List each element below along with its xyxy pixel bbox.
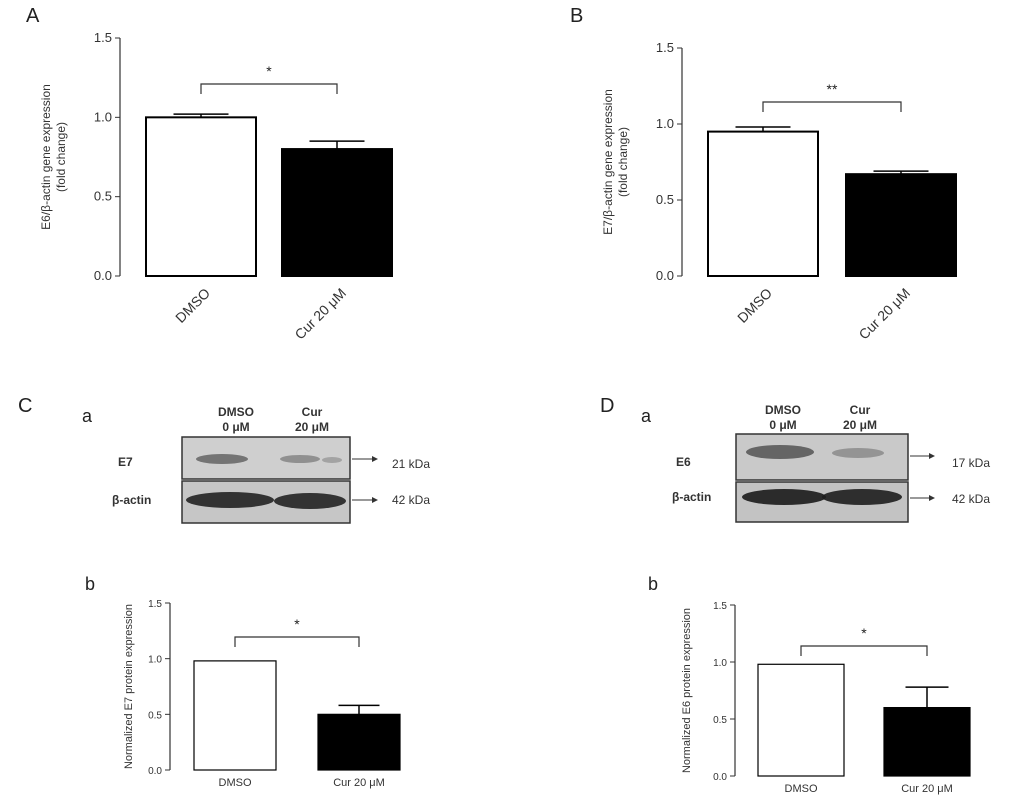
blot-d-row1-kda: 17 kDa	[952, 456, 990, 470]
blot-c-actin-band-2	[274, 493, 346, 509]
blot-c-lane1-name: DMSO	[218, 405, 254, 419]
blot-d-lane2-dose: 20 μM	[843, 418, 877, 432]
blot-c-lane2-dose: 20 μM	[295, 420, 329, 434]
y-tick-label-cb-2: 1.0	[148, 655, 162, 666]
y-tick-label-b-2: 1.0	[656, 116, 674, 131]
bar-cb-0	[193, 660, 277, 771]
significance-bracket-a	[200, 83, 338, 94]
significance-bracket-b	[762, 101, 902, 112]
y-tick-label-db-1: 0.5	[713, 715, 727, 726]
significance-label-b: **	[827, 81, 838, 97]
y-tick-label-db-2: 1.0	[713, 658, 727, 669]
category-label-cb-0: DMSO	[219, 777, 252, 789]
blot-d-e6-band-1	[746, 445, 814, 459]
y-tick-label-db-3: 1.5	[713, 601, 727, 612]
bar-a-0	[145, 116, 257, 278]
blot-c-row1-label: E7	[118, 455, 133, 469]
category-label-db-0: DMSO	[785, 783, 818, 795]
blot-d-lane1-name: DMSO	[765, 403, 801, 417]
bar-db-0	[757, 663, 845, 777]
y-tick-label-a-1: 0.5	[94, 189, 112, 204]
y-tick-label-a-3: 1.5	[94, 30, 112, 45]
subpanel-letter-ca: a	[82, 406, 93, 426]
blot-c-row1-arrowhead	[372, 456, 378, 462]
blot-d-row2-label: β-actin	[672, 490, 711, 504]
panel-letter-c: C	[18, 395, 32, 417]
blot-d-actin-band-2	[822, 489, 902, 505]
panel-letter-d: D	[600, 395, 614, 417]
y-axis-label-cb: Normalized E7 protein expression	[123, 604, 135, 769]
y-tick-label-b-3: 1.5	[656, 40, 674, 55]
subpanel-letter-cb: b	[85, 574, 95, 594]
y-tick-label-a-2: 1.0	[94, 109, 112, 124]
blot-d-e6-band-2	[832, 448, 884, 458]
western-blot-c: DMSO 0 μM Cur 20 μM E7 β-actin 21 kDa 42…	[112, 405, 430, 524]
category-label-a-0: DMSO	[172, 285, 213, 326]
y-axis-label-line-b-0: E7/β-actin gene expression	[601, 89, 615, 235]
y-tick-label-cb-3: 1.5	[148, 599, 162, 610]
y-tick-label-b-1: 0.5	[656, 192, 674, 207]
category-label-b-1: Cur 20 μM	[855, 285, 913, 343]
y-tick-label-b-0: 0.0	[656, 268, 674, 283]
chart-b: 0.0 0.5 1.0 1.5 E7/β-actin gene expression(f…	[601, 40, 957, 343]
blot-d-row2-arrowhead	[929, 495, 935, 501]
bar-b-1	[845, 173, 957, 277]
y-axis-label-a: E6/β-actin gene expression(fold change)	[39, 84, 68, 230]
blot-c-row2-label: β-actin	[112, 493, 151, 507]
blot-d-row1-label: E6	[676, 455, 691, 469]
blot-c-row1-kda: 21 kDa	[392, 457, 430, 471]
chart-a: 0.0 0.5 1.0 1.5 E6/β-actin gene expression(f…	[39, 30, 393, 343]
category-label-db-1: Cur 20 μM	[901, 783, 953, 795]
y-axis-label-line-db-0: Normalized E6 protein expression	[681, 608, 693, 773]
blot-d-row1-arrowhead	[929, 453, 935, 459]
bar-charts: 0.00.51.01.5E6/β-actin gene expression(f…	[39, 30, 971, 795]
y-tick-label-cb-1: 0.5	[148, 710, 162, 721]
y-tick-label-cb-0: 0.0	[148, 766, 162, 777]
bar-b-0	[707, 130, 819, 277]
blot-c-e7-band-3	[322, 457, 342, 463]
bar-cb-1	[317, 713, 401, 771]
blot-c-e7-band-1	[196, 454, 248, 464]
panel-letter-b: B	[570, 5, 583, 27]
blot-d-lane1-dose: 0 μM	[769, 418, 796, 432]
category-label-b-0: DMSO	[734, 285, 775, 326]
blot-d-lane2-name: Cur	[850, 403, 871, 417]
blot-c-actin-band-1	[186, 492, 274, 508]
y-axis-label-line-b-1: (fold change)	[616, 127, 630, 197]
chart-cb: 0.0 0.5 1.0 1.5 Normalized E7 protein expres…	[123, 599, 401, 789]
panel-letter-a: A	[26, 5, 40, 27]
y-axis-label-db: Normalized E6 protein expression	[681, 608, 693, 773]
significance-label-cb: *	[294, 616, 300, 632]
significance-bracket-db	[800, 645, 928, 656]
subpanel-letter-da: a	[641, 406, 652, 426]
category-label-a-1: Cur 20 μM	[291, 285, 349, 343]
significance-bracket-cb	[234, 636, 360, 647]
y-axis-label-line-a-0: E6/β-actin gene expression	[39, 84, 53, 230]
subpanel-letter-db: b	[648, 574, 658, 594]
blot-d-row2-kda: 42 kDa	[952, 492, 990, 506]
blot-c-row2-kda: 42 kDa	[392, 493, 430, 507]
blot-c-lane2-name: Cur	[302, 405, 323, 419]
western-blot-d: DMSO 0 μM Cur 20 μM E6 β-actin 17 kDa 42…	[672, 403, 990, 523]
significance-label-a: *	[266, 63, 272, 79]
bar-a-1	[281, 148, 393, 277]
blot-d-actin-band-1	[742, 489, 826, 505]
blot-c-row2-arrowhead	[372, 497, 378, 503]
chart-db: 0.0 0.5 1.0 1.5 Normalized E6 protein expres…	[681, 601, 971, 795]
blot-c-lane1-dose: 0 μM	[222, 420, 249, 434]
y-axis-label-line-cb-0: Normalized E7 protein expression	[123, 604, 135, 769]
category-label-cb-1: Cur 20 μM	[333, 777, 385, 789]
bar-db-1	[883, 706, 971, 777]
significance-label-db: *	[861, 625, 867, 641]
y-axis-label-b: E7/β-actin gene expression(fold change)	[601, 89, 630, 235]
y-axis-label-line-a-1: (fold change)	[54, 122, 68, 192]
blot-c-e7-band-2	[280, 455, 320, 463]
y-tick-label-a-0: 0.0	[94, 268, 112, 283]
y-tick-label-db-0: 0.0	[713, 772, 727, 783]
